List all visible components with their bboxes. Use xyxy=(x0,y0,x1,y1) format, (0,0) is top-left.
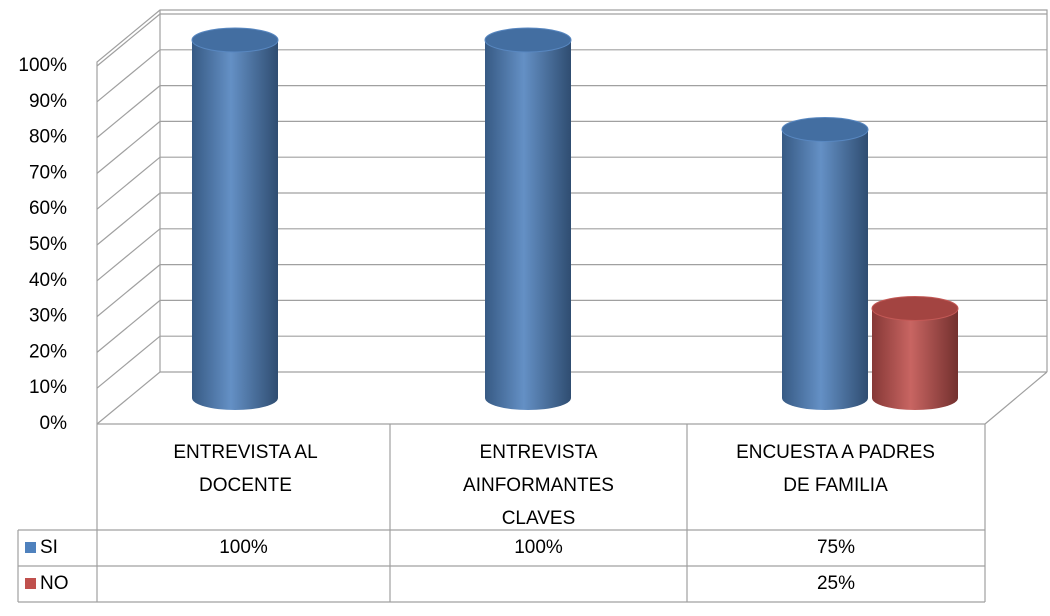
bar-top xyxy=(871,296,959,321)
legend-key xyxy=(25,542,36,553)
bar xyxy=(782,129,868,398)
grid-line xyxy=(96,264,161,318)
bar xyxy=(192,40,278,398)
grid-line xyxy=(96,335,161,389)
y-tick-label: 20% xyxy=(29,341,67,362)
grid-line xyxy=(96,49,161,103)
walls xyxy=(17,9,1048,603)
y-tick-label: 70% xyxy=(29,162,67,183)
grid-line xyxy=(96,299,161,353)
y-tick-label: 90% xyxy=(29,91,67,112)
legend-label: SI xyxy=(40,537,58,558)
bar xyxy=(485,40,571,398)
legend-key xyxy=(25,578,36,589)
grid-line xyxy=(96,228,161,282)
x-tick-label: ENTREVISTA AL DOCENTE xyxy=(173,442,318,496)
y-tick-label: 60% xyxy=(29,198,67,219)
bar-top xyxy=(484,27,572,53)
y-tick-label: 40% xyxy=(29,270,67,291)
bar-bottom xyxy=(192,386,278,410)
bar-top xyxy=(781,117,869,142)
y-tick-label: 50% xyxy=(29,234,67,255)
x-tick-label: ENCUESTA A PADRES DE FAMILIA xyxy=(736,442,935,496)
grid-line xyxy=(96,13,161,67)
bar xyxy=(872,308,958,398)
grid-line xyxy=(96,120,161,174)
data-label: 25% xyxy=(817,573,855,594)
bar-bottom xyxy=(872,386,958,410)
y-tick-label: 0% xyxy=(40,413,68,434)
y-tick-label: 30% xyxy=(29,306,67,327)
data-label: 75% xyxy=(817,537,855,558)
bar-bottom xyxy=(782,386,868,410)
y-tick-label: 10% xyxy=(29,377,67,398)
x-tick-label: ENTREVISTA AINFORMANTES CLAVES xyxy=(463,442,614,529)
bar-bottom xyxy=(485,386,571,410)
bar-top xyxy=(191,27,279,53)
grid-line xyxy=(96,371,161,425)
data-label: 100% xyxy=(219,537,268,558)
legend-label: NO xyxy=(40,573,69,594)
y-tick-label: 100% xyxy=(18,55,67,76)
y-tick-label: 80% xyxy=(29,127,67,148)
grid-line xyxy=(96,85,161,139)
grid-line xyxy=(96,192,161,246)
grid-line xyxy=(96,156,161,210)
data-label: 100% xyxy=(514,537,563,558)
